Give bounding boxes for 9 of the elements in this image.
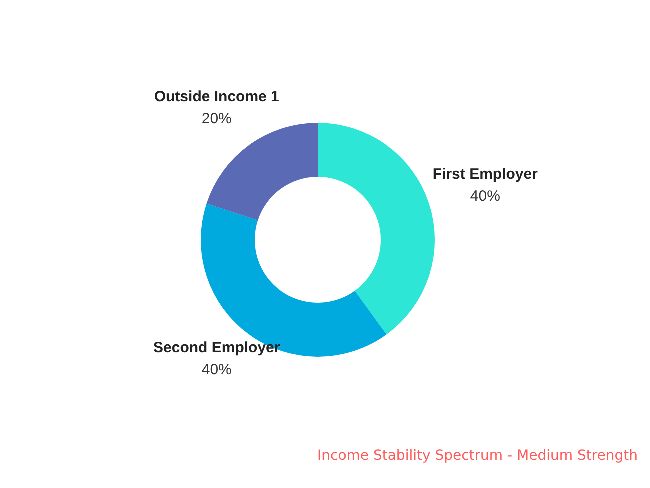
- text: Income Stability Spectrum - Medium Strength: [318, 448, 638, 464]
- data-label: 20%: [202, 110, 232, 128]
- donut-slice: [206, 123, 318, 221]
- slice-label: First Employer: [432, 166, 538, 184]
- slice-label: Outside Income 1: [154, 88, 280, 106]
- data-label: 40%: [470, 188, 500, 206]
- donut-slice: [318, 123, 435, 335]
- slice-label: Second Employer: [154, 339, 280, 356]
- data-label: 40%: [202, 361, 232, 378]
